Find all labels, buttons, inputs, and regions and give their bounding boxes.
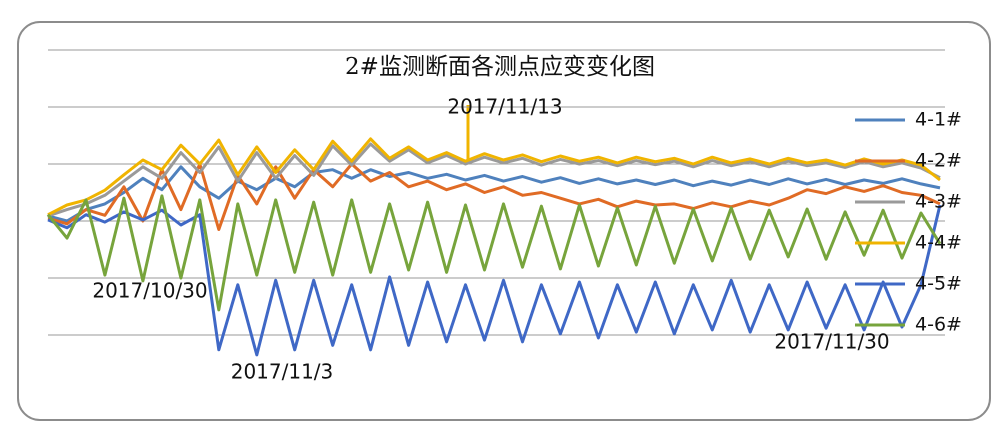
annotation: 2017/11/13 xyxy=(447,95,562,119)
series-line xyxy=(47,142,941,218)
series-line xyxy=(47,165,941,223)
legend-label: 4-4# xyxy=(915,232,962,254)
legend-label: 4-6# xyxy=(915,314,962,336)
chart-title: 2#监测断面各测点应变变化图 xyxy=(345,54,655,80)
legend-label: 4-2# xyxy=(915,150,962,172)
legend-label: 4-1# xyxy=(915,109,962,131)
series-line xyxy=(47,162,941,231)
annotation: 2017/11/30 xyxy=(774,330,889,354)
series-line xyxy=(47,137,941,217)
legend-label: 4-3# xyxy=(915,191,962,213)
legend-label: 4-5# xyxy=(915,273,962,295)
annotation: 2017/11/3 xyxy=(231,360,334,384)
annotation: 2017/10/30 xyxy=(92,279,207,303)
series-line xyxy=(46,194,942,312)
